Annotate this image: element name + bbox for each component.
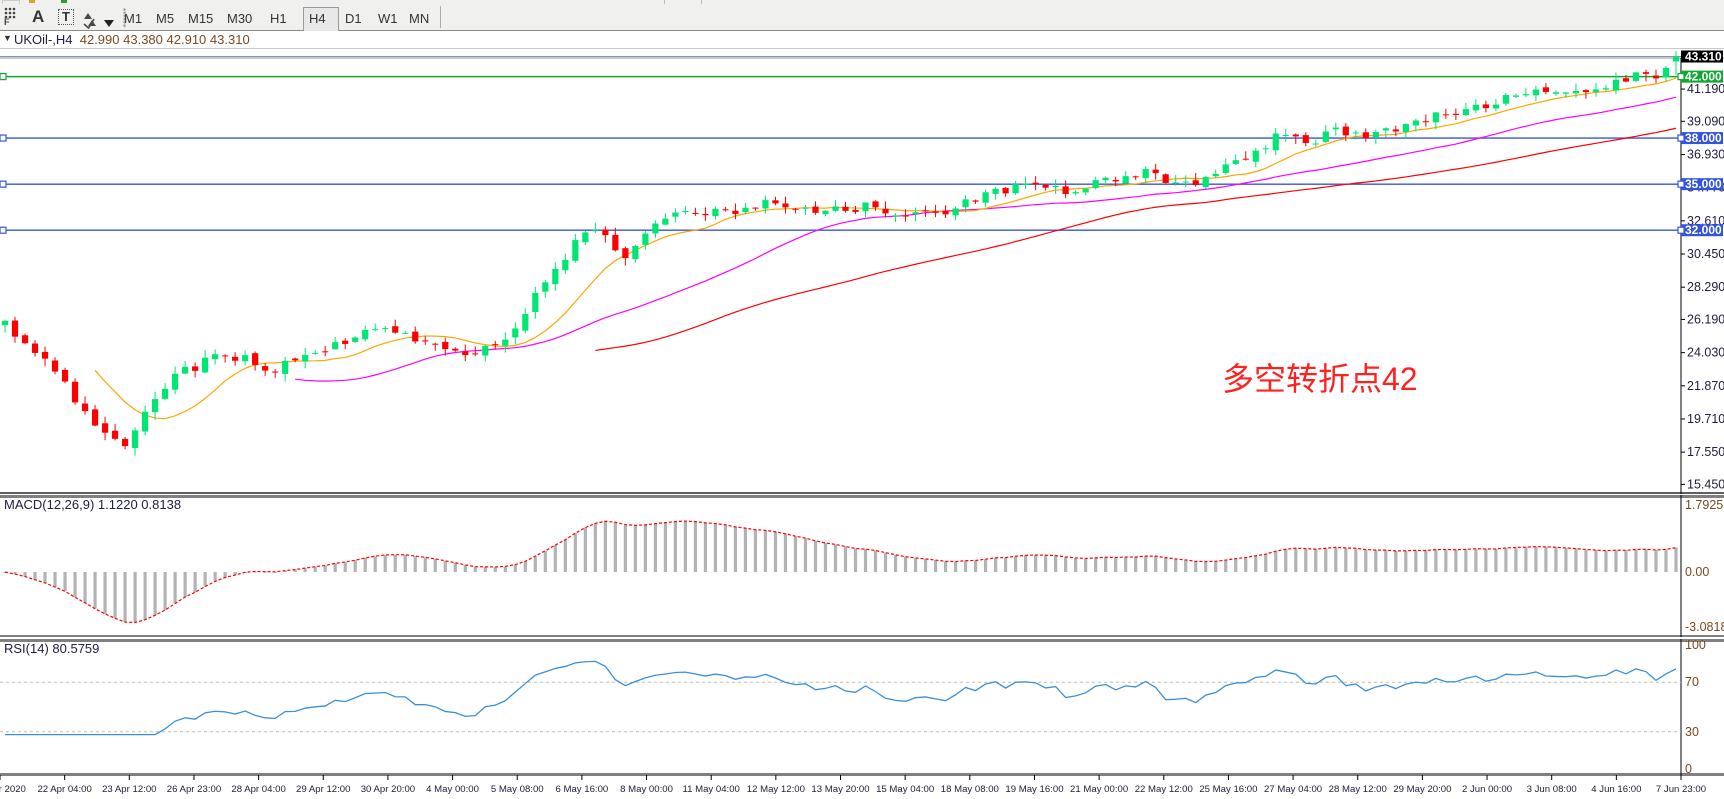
svg-text:12 May 12:00: 12 May 12:00 (747, 784, 805, 795)
svg-text:21 May 00:00: 21 May 00:00 (1070, 784, 1128, 795)
svg-text:29 May 20:00: 29 May 20:00 (1393, 784, 1451, 795)
svg-text:15.450: 15.450 (1687, 477, 1724, 491)
svg-text:43.310: 43.310 (1685, 50, 1722, 64)
svg-text:MACD(12,26,9) 1.1220 0.8138: MACD(12,26,9) 1.1220 0.8138 (4, 497, 181, 512)
svg-text:22 Apr 04:00: 22 Apr 04:00 (37, 784, 91, 795)
svg-text:28 Apr 04:00: 28 Apr 04:00 (231, 784, 285, 795)
svg-text:19 May 16:00: 19 May 16:00 (1005, 784, 1063, 795)
svg-text:30 Apr 20:00: 30 Apr 20:00 (361, 784, 415, 795)
svg-text:13 May 20:00: 13 May 20:00 (811, 784, 869, 795)
svg-text:26.190: 26.190 (1687, 312, 1724, 326)
svg-text:38.000: 38.000 (1685, 131, 1722, 145)
svg-text:4 May 00:00: 4 May 00:00 (426, 784, 479, 795)
svg-text:22 May 12:00: 22 May 12:00 (1135, 784, 1193, 795)
svg-text:30: 30 (1685, 725, 1699, 739)
svg-text:0: 0 (1685, 762, 1692, 775)
svg-text:7 Jun 23:00: 7 Jun 23:00 (1656, 784, 1706, 795)
svg-text:39.090: 39.090 (1687, 114, 1724, 128)
svg-text:3 Jun 08:00: 3 Jun 08:00 (1527, 784, 1577, 795)
svg-text:24.030: 24.030 (1687, 346, 1724, 360)
svg-text:17.550: 17.550 (1687, 445, 1724, 459)
svg-text:42.000: 42.000 (1685, 70, 1722, 84)
svg-text:6 May 16:00: 6 May 16:00 (555, 784, 608, 795)
svg-text:23 Apr 12:00: 23 Apr 12:00 (102, 784, 156, 795)
svg-text:100: 100 (1685, 639, 1706, 652)
svg-text:20 Apr 2020: 20 Apr 2020 (0, 784, 26, 795)
svg-text:35.000: 35.000 (1685, 177, 1722, 191)
svg-text:30.450: 30.450 (1687, 247, 1724, 261)
svg-text:29 Apr 12:00: 29 Apr 12:00 (296, 784, 350, 795)
svg-text:32.000: 32.000 (1685, 223, 1722, 237)
svg-text:36.930: 36.930 (1687, 147, 1724, 161)
svg-text:4 Jun 16:00: 4 Jun 16:00 (1591, 784, 1641, 795)
svg-text:26 Apr 23:00: 26 Apr 23:00 (167, 784, 221, 795)
svg-text:25 May 16:00: 25 May 16:00 (1199, 784, 1257, 795)
svg-text:11 May 04:00: 11 May 04:00 (682, 784, 739, 795)
svg-text:70: 70 (1685, 675, 1699, 689)
svg-text:15 May 04:00: 15 May 04:00 (876, 784, 934, 795)
svg-text:2 Jun 00:00: 2 Jun 00:00 (1462, 784, 1512, 795)
svg-text:-3.0818: -3.0818 (1685, 620, 1724, 634)
svg-text:5 May 08:00: 5 May 08:00 (491, 784, 544, 795)
svg-text:19.710: 19.710 (1687, 412, 1724, 426)
svg-text:28 May 12:00: 28 May 12:00 (1329, 784, 1387, 795)
svg-text:41.190: 41.190 (1687, 82, 1724, 96)
svg-text:18 May 08:00: 18 May 08:00 (941, 784, 999, 795)
svg-text:27 May 04:00: 27 May 04:00 (1264, 784, 1322, 795)
svg-text:21.870: 21.870 (1687, 379, 1724, 393)
svg-text:1.7925: 1.7925 (1685, 498, 1723, 512)
svg-text:28.290: 28.290 (1687, 280, 1724, 294)
svg-text:8 May 00:00: 8 May 00:00 (620, 784, 673, 795)
svg-text:0.00: 0.00 (1685, 565, 1709, 579)
svg-text:RSI(14) 80.5759: RSI(14) 80.5759 (4, 641, 99, 656)
